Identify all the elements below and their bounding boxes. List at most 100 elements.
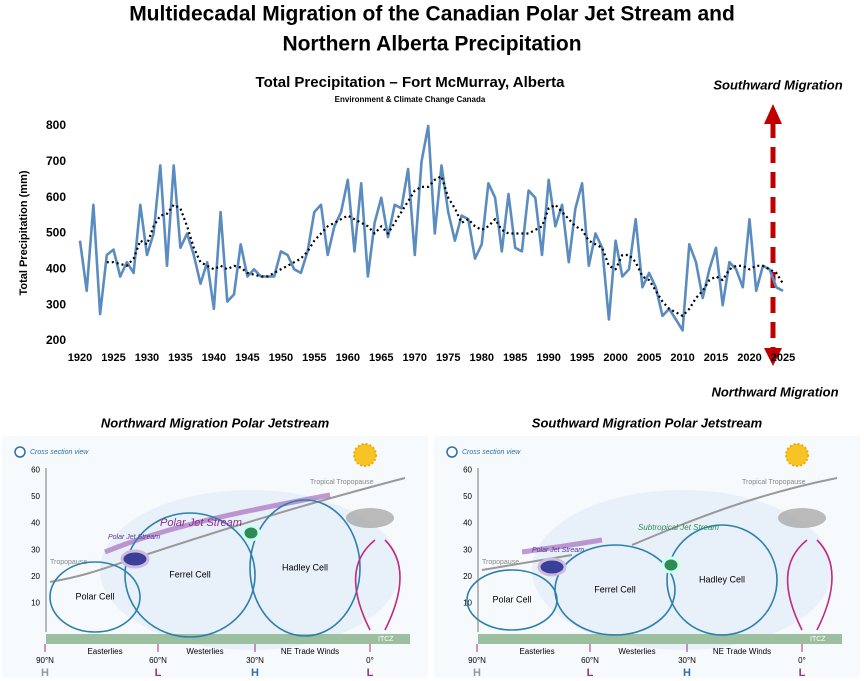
x-tick-label: 1970 xyxy=(403,352,427,364)
diagram-title: Northward Migration Polar Jetstream xyxy=(101,415,330,430)
x-tick-label: 1935 xyxy=(168,352,192,364)
latitude-label: 90°N xyxy=(468,656,486,665)
chart-title: Total Precipitation – Fort McMurray, Alb… xyxy=(256,74,566,91)
altitude-label: 60 xyxy=(31,466,40,475)
page-title: Northern Alberta Precipitation xyxy=(282,33,581,56)
cell-label: Ferrel Cell xyxy=(169,569,211,579)
pressure-label: L xyxy=(155,667,162,679)
view-label: Cross section view xyxy=(462,449,521,456)
pressure-label: H xyxy=(41,667,49,679)
x-tick-label: 1995 xyxy=(570,352,594,364)
cell-label: Polar Cell xyxy=(492,594,531,604)
y-tick-label: 400 xyxy=(46,262,66,276)
cell-label: Hadley Cell xyxy=(282,562,328,572)
migration-arrow xyxy=(764,104,782,366)
wind-label: Easterlies xyxy=(87,647,122,656)
tropical-tropopause-label: Tropical Tropopause xyxy=(310,479,374,486)
tropopause-label: Tropopause xyxy=(482,559,519,566)
migration-label: Northward Migration xyxy=(711,384,838,399)
latitude-label: 30°N xyxy=(246,656,264,665)
pressure-label: H xyxy=(683,667,691,679)
ground xyxy=(478,634,842,644)
latitude-label: 30°N xyxy=(678,656,696,665)
diagram: Northward Migration Polar Jetstream Cross… xyxy=(2,415,428,679)
circulation-cell xyxy=(666,524,778,636)
jet-core xyxy=(661,556,681,574)
altitude-label: 20 xyxy=(463,572,472,581)
hadley-arrow xyxy=(354,539,401,631)
altitude-label: 30 xyxy=(31,545,40,554)
x-tick-label: 1940 xyxy=(202,352,226,364)
circulation-cell xyxy=(124,512,256,638)
jet-label: Polar Jet Stream xyxy=(160,517,242,529)
cell-label: Polar Cell xyxy=(75,591,114,601)
altitude-label: 10 xyxy=(31,599,40,608)
circulation-cell xyxy=(49,561,141,633)
series-line xyxy=(78,124,784,332)
migration-label: Southward Migration xyxy=(713,77,842,92)
jet-core xyxy=(241,524,261,542)
altitude-label: 30 xyxy=(463,545,472,554)
diagram: Southward Migration Polar Jetstream Cross… xyxy=(434,415,860,679)
x-tick-label: 2025 xyxy=(771,352,795,364)
circulation-cell xyxy=(554,544,676,636)
x-tick-label: 1990 xyxy=(536,352,560,364)
x-tick-label: 1960 xyxy=(336,352,360,364)
x-tick-label: 1945 xyxy=(235,352,259,364)
latitude-label: 60°N xyxy=(581,656,599,665)
page-title: Multidecadal Migration of the Canadian P… xyxy=(129,3,735,26)
hadley-arrow xyxy=(786,539,833,631)
x-tick-label: 2005 xyxy=(637,352,661,364)
latitude-label: 90°N xyxy=(36,656,54,665)
x-tick-label: 1955 xyxy=(302,352,326,364)
latitude-label: 0° xyxy=(366,656,374,665)
circulation-cell xyxy=(249,499,361,637)
jet-label: Polar Jet Stream xyxy=(108,534,160,541)
itcz-label: ITCZ xyxy=(378,636,394,643)
cell-label: Hadley Cell xyxy=(699,574,745,584)
pressure-label: H xyxy=(251,667,259,679)
altitude-label: 50 xyxy=(31,492,40,501)
x-tick-label: 2000 xyxy=(603,352,627,364)
x-tick-label: 2015 xyxy=(704,352,728,364)
x-tick-label: 1980 xyxy=(469,352,493,364)
low-pressure xyxy=(537,557,567,577)
cloud xyxy=(346,508,394,528)
y-axis-label: Total Precipitation (mm) xyxy=(18,170,30,295)
sun xyxy=(785,443,809,467)
x-tick-label: 1920 xyxy=(68,352,92,364)
wind-label: Westerlies xyxy=(618,647,655,656)
cell-label: Ferrel Cell xyxy=(594,584,636,594)
altitude-label: 20 xyxy=(31,572,40,581)
y-tick-label: 300 xyxy=(46,297,66,311)
low-pressure xyxy=(120,549,150,569)
y-tick-label: 600 xyxy=(46,190,66,204)
x-tick-label: 1975 xyxy=(436,352,460,364)
x-tick-label: 1950 xyxy=(269,352,293,364)
jet-label: Subtropical Jet Stream xyxy=(638,523,719,532)
cloud xyxy=(778,508,826,528)
altitude-label: 50 xyxy=(463,492,472,501)
pressure-label: L xyxy=(587,667,594,679)
pressure-label: H xyxy=(473,667,481,679)
diagram-title: Southward Migration Polar Jetstream xyxy=(532,415,763,430)
x-tick-label: 2020 xyxy=(737,352,761,364)
jet-stream xyxy=(521,537,603,555)
altitude-label: 60 xyxy=(463,466,472,475)
compass xyxy=(14,446,26,458)
chart-subtitle: Environment & Climate Change Canada xyxy=(335,95,486,104)
jet-label: Polar Jet Stream xyxy=(532,547,584,554)
x-tick-label: 2010 xyxy=(670,352,694,364)
y-tick-label: 700 xyxy=(46,154,66,168)
x-tick-label: 1985 xyxy=(503,352,527,364)
tropical-tropopause-line xyxy=(631,477,838,546)
sun xyxy=(353,443,377,467)
latitude-label: 60°N xyxy=(149,656,167,665)
x-tick-label: 1925 xyxy=(101,352,125,364)
pressure-label: L xyxy=(367,667,374,679)
sky xyxy=(532,490,832,650)
y-tick-label: 500 xyxy=(46,226,66,240)
x-tick-label: 1930 xyxy=(135,352,159,364)
wind-label: Westerlies xyxy=(186,647,223,656)
